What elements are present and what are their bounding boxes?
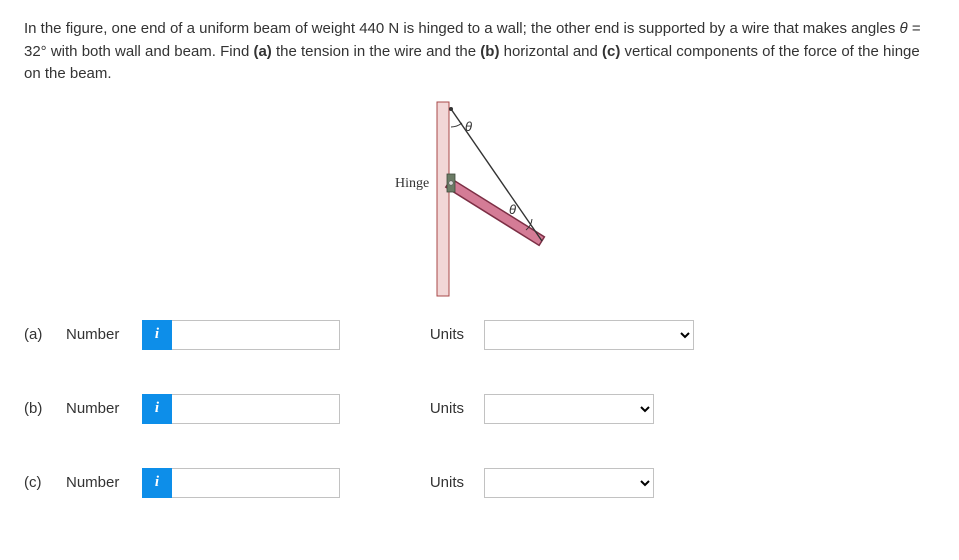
beam: [445, 178, 544, 245]
info-button-c[interactable]: i: [142, 468, 172, 498]
units-label-b: Units: [410, 400, 464, 417]
info-button-b[interactable]: i: [142, 394, 172, 424]
answer-row-c: (c)Numberi Units: [24, 468, 935, 498]
number-input-wrap-b: i: [142, 394, 340, 424]
answer-row-b: (b)Numberi Units: [24, 394, 935, 424]
part-label-b: (b): [24, 400, 66, 417]
theta-label-top: θ: [465, 119, 472, 134]
units-select-c[interactable]: [484, 468, 654, 498]
units-select-a[interactable]: [484, 320, 694, 350]
answers-section: (a)NumberiUnits(b)NumberiUnits(c)Numberi…: [24, 320, 935, 498]
theta-label-bottom: θ: [509, 202, 516, 217]
part-label-c: (c): [24, 474, 66, 491]
answer-row-a: (a)Numberi Units: [24, 320, 935, 350]
units-select-b[interactable]: [484, 394, 654, 424]
number-input-c[interactable]: [172, 468, 340, 498]
problem-statement: In the figure, one end of a uniform beam…: [24, 18, 935, 86]
info-button-a[interactable]: i: [142, 320, 172, 350]
number-input-b[interactable]: [172, 394, 340, 424]
number-input-a[interactable]: [172, 320, 340, 350]
wall: [437, 102, 449, 296]
figure: θ θ Hinge: [24, 98, 935, 302]
units-label-a: Units: [410, 326, 464, 343]
number-label-b: Number: [66, 400, 142, 417]
hinge-pin: [448, 180, 452, 184]
angle-arc-top: [451, 123, 462, 127]
number-input-wrap-c: i: [142, 468, 340, 498]
hinge-label: Hinge: [395, 176, 429, 191]
part-label-a: (a): [24, 326, 66, 343]
number-label-c: Number: [66, 474, 142, 491]
number-label-a: Number: [66, 326, 142, 343]
number-input-wrap-a: i: [142, 320, 340, 350]
units-label-c: Units: [410, 474, 464, 491]
